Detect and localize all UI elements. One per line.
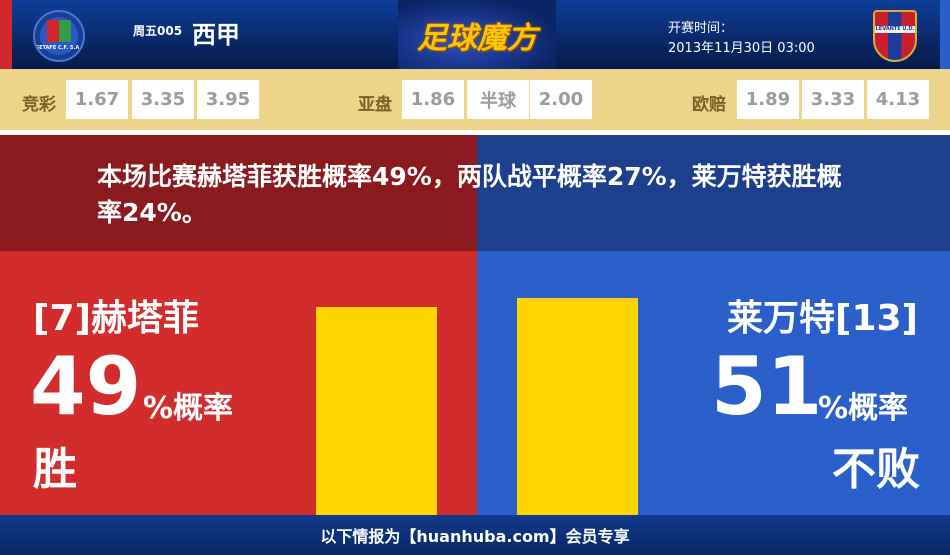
asian-away-odds: 2.00 (530, 80, 592, 119)
jingcai-label: 竞彩 (22, 95, 56, 115)
left-accent-strip (0, 0, 12, 69)
away-percent-unit: %概率 (818, 391, 909, 426)
home-panel: [7]赫塔菲 49 %概率 胜 (0, 251, 477, 515)
euro-win-odds: 1.89 (737, 80, 799, 119)
probability-summary: 本场比赛赫塔菲获胜概率49%，两队战平概率27%，莱万特获胜概率24%。 (97, 162, 842, 227)
brand-logo: 足球魔方 (398, 0, 556, 69)
home-badge-flag (47, 20, 71, 42)
away-team-logo: LEVANTE U.D. (873, 10, 917, 62)
away-percent: 51 (711, 340, 823, 433)
euro-draw-odds: 3.33 (802, 80, 864, 119)
home-percent: 49 (30, 340, 142, 433)
right-accent-strip (940, 0, 950, 69)
euro-loss-odds: 4.13 (867, 80, 929, 119)
home-badge-text: GETAFE C.F. S.A.D. (35, 45, 85, 51)
away-panel: 莱万特[13] 51 %概率 不败 (477, 251, 950, 515)
home-team-name: [7]赫塔菲 (33, 298, 199, 339)
away-badge-text: LEVANTE U.D. (875, 26, 915, 33)
home-result: 胜 (33, 444, 77, 495)
match-number: 周五005 (133, 24, 183, 38)
jingcai-loss-odds: 3.95 (197, 80, 259, 119)
kickoff-time: 2013年11月30日 03:00 (668, 41, 815, 56)
home-team-logo: GETAFE C.F. S.A.D. (33, 10, 85, 62)
member-footer[interactable]: 以下情报为【huanhuba.com】会员专享 (0, 515, 950, 555)
away-result: 不败 (832, 444, 920, 495)
asian-home-odds: 1.86 (402, 80, 464, 119)
euro-label: 欧赔 (692, 95, 726, 115)
home-percent-unit: %概率 (143, 391, 234, 426)
jingcai-draw-odds: 3.35 (132, 80, 194, 119)
summary-bg-left (0, 135, 477, 251)
jingcai-win-odds: 1.67 (66, 80, 128, 119)
summary-bg-right (477, 135, 950, 251)
asian-label: 亚盘 (358, 95, 392, 115)
asian-handicap: 半球 (467, 80, 529, 119)
away-team-name: 莱万特[13] (726, 298, 918, 339)
home-probability-bar (316, 306, 437, 515)
league-name: 西甲 (192, 21, 240, 49)
kickoff-label: 开赛时间： (668, 21, 734, 36)
away-probability-bar (517, 298, 638, 515)
